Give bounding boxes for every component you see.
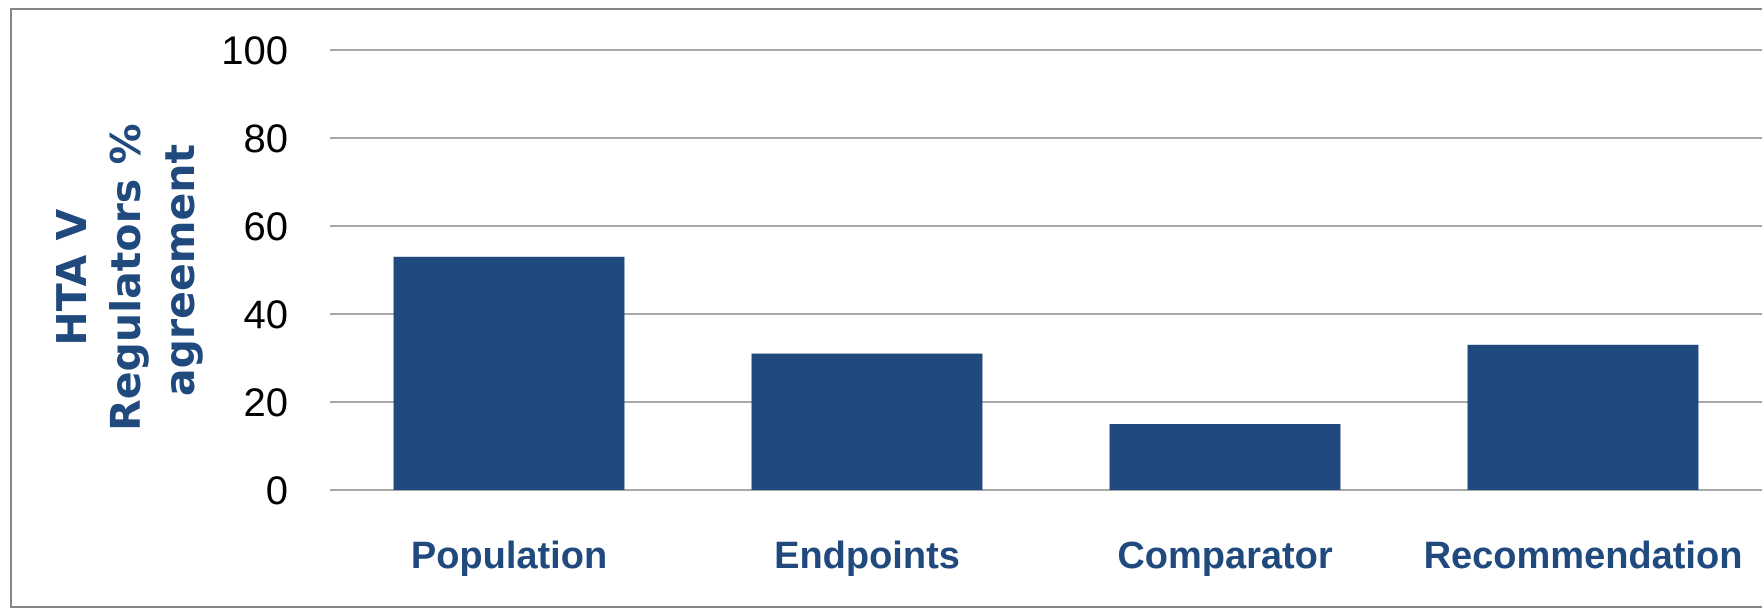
x-axis-ticks: Population Endpoints Comparator Recommendat…	[411, 535, 1743, 577]
y-tick-label: 80	[244, 117, 289, 161]
y-tick-label: 0	[266, 469, 288, 513]
y-axis-title-line-2: Regulators %	[102, 123, 150, 430]
bar-population	[393, 256, 625, 490]
y-axis-title-line-1: HTA V	[48, 208, 96, 345]
bar-comparator	[1109, 424, 1341, 490]
y-axis-title: HTA V Regulators % agreement	[48, 109, 204, 431]
y-tick-label: 60	[244, 205, 289, 249]
bar-recommendation	[1467, 344, 1699, 490]
bars	[393, 256, 1699, 490]
bar-chart: 0 20 40 60 80 100 Population Endpoints Comparat…	[48, 29, 1762, 577]
y-axis-ticks: 0 20 40 60 80 100	[221, 29, 288, 513]
x-tick-label-comparator: Comparator	[1117, 535, 1333, 577]
y-axis-title-line-3: agreement	[156, 144, 204, 396]
x-tick-label-recommendation: Recommendation	[1424, 535, 1743, 577]
y-tick-label: 100	[221, 29, 288, 73]
x-tick-label-endpoints: Endpoints	[774, 535, 960, 577]
y-tick-label: 20	[244, 381, 289, 425]
bar-endpoints	[751, 353, 983, 490]
chart-frame	[10, 8, 1762, 608]
x-tick-label-population: Population	[411, 535, 607, 577]
y-tick-label: 40	[244, 293, 289, 337]
